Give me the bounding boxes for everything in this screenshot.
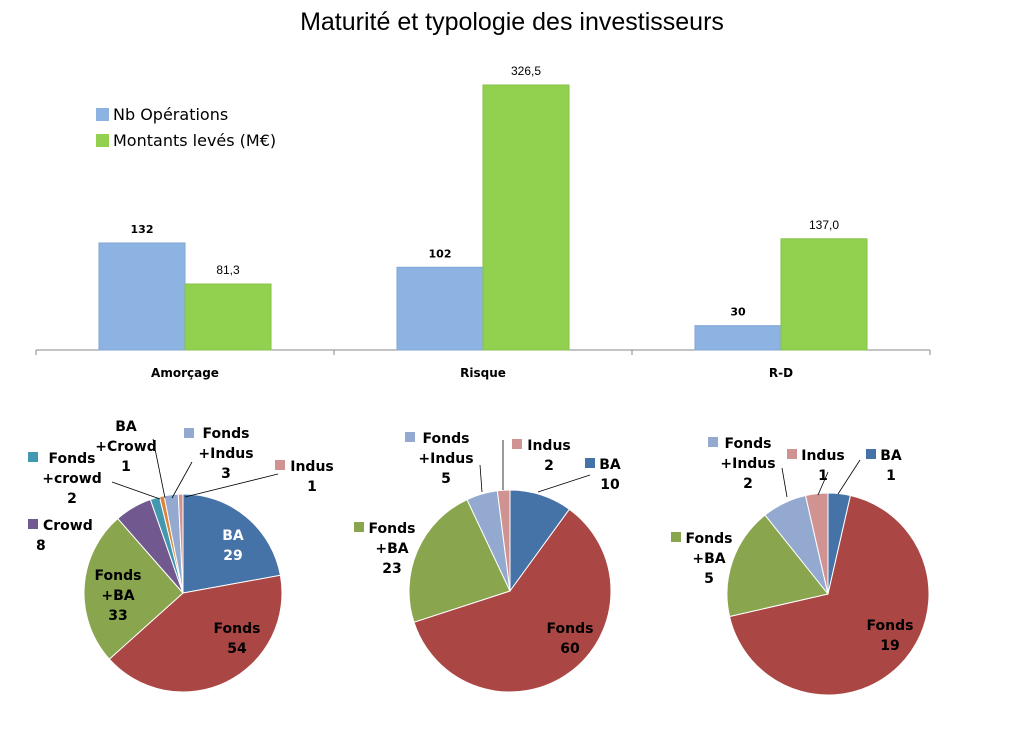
legend-swatch — [96, 134, 109, 147]
pie-label-text: BA — [115, 419, 137, 435]
pie-value-label: 1 — [818, 468, 828, 484]
pie-label-text: BA — [599, 457, 621, 473]
legend-swatch — [96, 108, 109, 121]
pie-slice-fonds-ba — [83, 517, 184, 660]
pie-value-label: 8 — [36, 538, 46, 554]
pie-label-text: +Crowd — [95, 439, 156, 455]
pie-legend-swatch — [512, 439, 522, 449]
pie-value-label: 10 — [600, 477, 620, 493]
bar-data-label: 132 — [131, 223, 154, 236]
pie-value-label: 5 — [441, 471, 451, 487]
pie-label-text: Fonds — [867, 618, 914, 634]
pie-label-text: Indus — [527, 438, 571, 454]
pie-legend-swatch — [354, 522, 364, 532]
pie-slice-fonds — [728, 494, 930, 696]
pie-value-label: 2 — [544, 458, 554, 474]
pie-legend-swatch — [866, 449, 876, 459]
bar-nb-operations-1 — [396, 266, 484, 351]
pie-label-text: Fonds — [547, 621, 594, 637]
pie-label-text: BA — [880, 448, 902, 464]
pie-label-text: +BA — [692, 551, 725, 567]
pie-label-text: BA — [222, 528, 244, 544]
pie-legend-swatch — [275, 460, 285, 470]
legend-label: Montants levés (M€) — [113, 131, 276, 150]
pie-leader-line — [479, 464, 483, 493]
pie-label-text: +Indus — [720, 456, 775, 472]
pie-slice-fonds — [108, 574, 283, 693]
pie-label-text: +crowd — [42, 471, 102, 487]
pie-slice-indus — [177, 493, 184, 594]
pie-leader-line — [171, 461, 193, 499]
pie-legend-swatch — [28, 519, 38, 529]
pie-label-text: Indus — [290, 459, 334, 475]
bar-nb-operations-0 — [98, 242, 186, 351]
pie-leader-line — [837, 459, 861, 495]
bar-montants-1 — [482, 84, 570, 351]
legend-label: Nb Opérations — [113, 105, 228, 124]
pie-leader-line — [817, 471, 829, 496]
pie-legend-swatch — [787, 449, 797, 459]
bar-data-label: 102 — [429, 247, 452, 260]
pie-label-text: +BA — [101, 588, 134, 604]
pie-label-text: Fonds — [203, 426, 250, 442]
pie-label-text: Crowd — [43, 518, 93, 534]
pie-value-label: 33 — [108, 608, 127, 624]
pie-leader-line — [184, 473, 279, 498]
pie-leader-line — [111, 481, 161, 500]
bar-montants-0 — [184, 283, 272, 351]
pie-value-label: 2 — [743, 476, 753, 492]
pie-label-text: Fonds — [49, 451, 96, 467]
pie-label-text: +BA — [375, 541, 408, 557]
pie-value-label: 2 — [67, 491, 77, 507]
x-tick-label: Risque — [460, 366, 506, 380]
pie-label-text: Fonds — [214, 621, 261, 637]
pie-leader-line — [537, 474, 591, 493]
pie-value-label: 5 — [704, 571, 714, 587]
bar-data-label: 81,3 — [216, 263, 240, 277]
pie-slice-fonds-ba — [726, 514, 829, 618]
bar-montants-2 — [780, 238, 868, 351]
pie-label-text: Fonds — [423, 431, 470, 447]
pie-value-label: 3 — [221, 466, 231, 482]
pie-legend-swatch — [585, 458, 595, 468]
bar-data-label: 30 — [730, 306, 746, 319]
x-tick-label: R-D — [769, 366, 793, 380]
bar-nb-operations-2 — [694, 325, 782, 351]
bar-data-label: 326,5 — [511, 64, 541, 78]
pie-value-label: 54 — [227, 641, 247, 657]
pie-label-text: Indus — [801, 448, 845, 464]
pie-value-label: 1 — [307, 479, 317, 495]
pie-legend-swatch — [184, 428, 194, 438]
pie-slice-fonds-ba — [408, 498, 511, 623]
pie-label-text: Fonds — [686, 531, 733, 547]
pie-label-text: Fonds — [725, 436, 772, 452]
pie-leader-line — [781, 467, 788, 498]
pie-slice-indus — [496, 489, 511, 592]
chart-title: Maturité et typologie des investisseurs — [300, 8, 724, 36]
pie-value-label: 1 — [886, 468, 896, 484]
pie-leader-line — [152, 438, 166, 499]
pie-legend-swatch — [28, 452, 38, 462]
pie-slice-indus — [804, 492, 829, 595]
pie-value-label: 23 — [382, 561, 401, 577]
pie-legend-swatch — [405, 432, 415, 442]
pie-label-text: +Indus — [198, 446, 253, 462]
x-tick-label: Amorçage — [151, 366, 219, 380]
pie-value-label: 60 — [560, 641, 580, 657]
pie-legend-swatch — [671, 532, 681, 542]
bar-data-label: 137,0 — [809, 218, 839, 232]
pie-label-text: +Indus — [418, 451, 473, 467]
pie-value-label: 29 — [223, 548, 242, 564]
pie-label-text: Fonds — [369, 521, 416, 537]
pie-legend-swatch — [708, 437, 718, 447]
pie-value-label: 19 — [880, 638, 899, 654]
pie-value-label: 1 — [121, 459, 131, 475]
pie-slice-fonds — [413, 508, 612, 693]
pie-label-text: Fonds — [95, 568, 142, 584]
